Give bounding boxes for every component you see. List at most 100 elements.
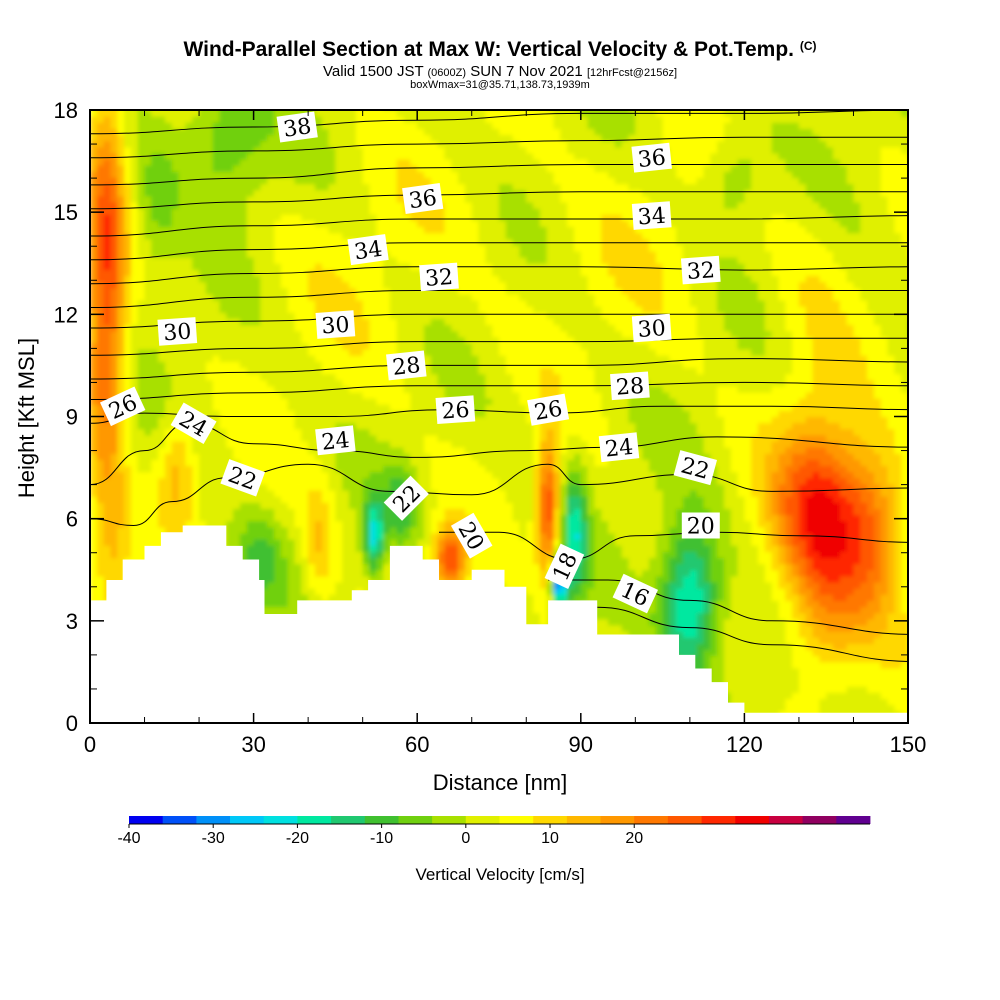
velocity-cell xyxy=(144,195,152,203)
velocity-cell xyxy=(362,490,371,497)
velocity-cell xyxy=(90,379,98,387)
velocity-cell xyxy=(369,483,377,491)
velocity-cell xyxy=(246,220,255,227)
velocity-cell xyxy=(144,520,152,528)
velocity-cell xyxy=(355,533,364,540)
velocity-cell xyxy=(205,202,214,209)
velocity-cell xyxy=(308,373,316,381)
velocity-cell xyxy=(403,122,411,129)
velocity-cell xyxy=(403,514,411,522)
velocity-cell xyxy=(185,520,193,528)
velocity-cell xyxy=(355,575,364,583)
velocity-cell xyxy=(219,134,227,142)
velocity-cell xyxy=(124,483,132,491)
velocity-cell xyxy=(233,220,241,227)
velocity-cell xyxy=(267,575,275,583)
velocity-cell xyxy=(417,306,425,313)
velocity-cell xyxy=(260,422,268,430)
velocity-cell xyxy=(349,208,357,215)
velocity-cell xyxy=(287,183,296,191)
velocity-cell xyxy=(287,263,296,270)
velocity-cell xyxy=(103,569,111,577)
velocity-cell xyxy=(226,410,234,418)
velocity-cell xyxy=(267,312,275,319)
velocity-cell xyxy=(233,171,241,178)
velocity-cell xyxy=(260,502,268,509)
velocity-cell xyxy=(246,416,255,424)
velocity-cell xyxy=(267,128,275,136)
velocity-cell xyxy=(185,355,193,362)
velocity-cell xyxy=(342,122,350,129)
velocity-cell xyxy=(212,459,221,467)
velocity-cell xyxy=(280,514,289,522)
velocity-cell xyxy=(321,477,330,485)
velocity-cell xyxy=(308,171,316,178)
velocity-cell xyxy=(246,336,255,344)
velocity-cell xyxy=(246,165,255,172)
velocity-cell xyxy=(315,520,323,528)
velocity-cell xyxy=(103,318,111,326)
velocity-cell xyxy=(410,453,418,460)
velocity-cell xyxy=(144,122,152,129)
velocity-cell xyxy=(117,122,125,129)
velocity-cell xyxy=(410,287,418,295)
velocity-cell xyxy=(192,404,200,411)
velocity-cell xyxy=(158,342,166,350)
velocity-cell xyxy=(246,208,255,215)
velocity-cell xyxy=(130,502,139,509)
velocity-cell xyxy=(137,330,146,338)
velocity-cell xyxy=(137,177,146,185)
velocity-cell xyxy=(383,238,391,246)
velocity-cell xyxy=(199,379,207,387)
velocity-cell xyxy=(185,116,193,123)
velocity-cell xyxy=(219,275,227,283)
velocity-cell xyxy=(103,392,111,399)
velocity-cell xyxy=(274,244,282,252)
velocity-cell xyxy=(110,526,118,534)
velocity-cell xyxy=(253,159,261,166)
velocity-cell xyxy=(376,293,384,301)
velocity-cell xyxy=(151,257,159,264)
velocity-cell xyxy=(226,208,234,215)
velocity-cell xyxy=(274,281,282,289)
velocity-cell xyxy=(301,428,309,436)
velocity-cell xyxy=(226,483,234,491)
velocity-cell xyxy=(287,483,296,491)
velocity-cell xyxy=(130,416,139,424)
velocity-cell xyxy=(321,416,330,424)
velocity-cell xyxy=(130,373,139,381)
velocity-cell xyxy=(355,232,364,240)
velocity-cell xyxy=(151,110,159,117)
velocity-cell xyxy=(165,447,173,454)
velocity-cell xyxy=(233,134,241,142)
velocity-cell xyxy=(151,287,159,295)
velocity-cell xyxy=(362,385,371,393)
velocity-cell xyxy=(328,483,336,491)
velocity-cell xyxy=(328,557,336,565)
velocity-cell xyxy=(103,465,111,473)
velocity-cell xyxy=(96,545,105,552)
velocity-cell xyxy=(308,404,316,411)
velocity-cell xyxy=(178,373,186,381)
velocity-cell xyxy=(410,539,418,546)
velocity-cell xyxy=(267,165,275,172)
velocity-cell xyxy=(158,244,166,252)
velocity-cell xyxy=(151,367,159,375)
velocity-cell xyxy=(205,238,214,246)
velocity-cell xyxy=(212,441,221,448)
velocity-cell xyxy=(103,263,111,270)
velocity-cell xyxy=(315,398,323,405)
velocity-cell xyxy=(287,441,296,448)
velocity-cell xyxy=(226,177,234,185)
velocity-cell xyxy=(246,232,255,240)
velocity-cell xyxy=(417,287,425,295)
velocity-cell xyxy=(362,128,371,136)
velocity-cell xyxy=(280,502,289,509)
velocity-cell xyxy=(199,189,207,197)
velocity-cell xyxy=(267,422,275,430)
velocity-cell xyxy=(362,189,371,197)
velocity-cell xyxy=(383,140,391,148)
velocity-cell xyxy=(165,220,173,227)
velocity-cell xyxy=(288,98,295,105)
velocity-cell xyxy=(280,287,289,295)
